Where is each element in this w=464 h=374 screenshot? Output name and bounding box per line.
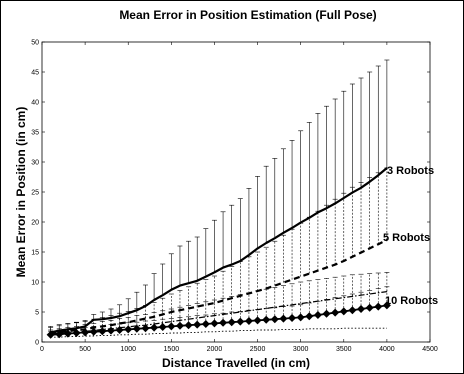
y-tick-label: 5 [35, 310, 39, 317]
lower-dotted-line [50, 327, 387, 338]
diamond-marker [279, 314, 288, 323]
diamond-marker [81, 328, 90, 337]
series-line-1 [50, 239, 388, 335]
diamond-marker [210, 319, 219, 328]
y-tick-label: 20 [31, 220, 39, 227]
diamond-marker [365, 303, 374, 312]
diamond-marker [63, 329, 72, 338]
x-tick-label: 1500 [164, 346, 180, 353]
error-bars [48, 59, 390, 335]
series-line-3 [50, 304, 388, 336]
diamond-marker [339, 307, 348, 316]
diamond-marker [115, 326, 124, 334]
diamond-marker [357, 305, 366, 313]
y-tick-label: 10 [31, 280, 39, 287]
y-tick-label: 40 [31, 100, 39, 107]
diamond-marker [193, 320, 202, 329]
diamond-marker [227, 318, 236, 327]
diamond-marker [55, 330, 64, 339]
plot-area [41, 41, 431, 343]
diamond-marker [201, 320, 210, 328]
diamond-marker [236, 317, 245, 326]
diamond-marker [167, 322, 176, 331]
y-tick-label: 45 [31, 70, 39, 77]
diamond-marker [253, 316, 262, 325]
axis-ticks: 0 500 1000 1500 2000 2500 3000 3500 4000 4500 0 5 10… [31, 40, 438, 354]
series-line-0 [50, 167, 388, 334]
diamond-marker [262, 315, 271, 324]
x-tick-label: 4500 [422, 346, 438, 353]
x-tick-label: 3500 [336, 346, 352, 353]
x-tick-label: 500 [79, 346, 91, 353]
diamond-marker [141, 324, 150, 333]
x-axis-label: Distance Travelled (in cm) [162, 356, 310, 370]
diamond-marker [175, 321, 184, 330]
x-tick-label: 2000 [207, 346, 223, 353]
x-tick-label: 0 [40, 346, 44, 353]
diamond-marker [348, 306, 357, 315]
diamond-marker [382, 301, 391, 310]
diamond-marker [72, 329, 81, 337]
series-label-10-robots: 10 Robots [385, 295, 438, 307]
diamond-marker [244, 317, 253, 325]
diamond-marker [374, 302, 383, 311]
y-tick-label: 30 [31, 160, 39, 167]
diamond-marker [219, 318, 228, 327]
diamond-marker [132, 324, 141, 333]
x-tick-label: 2500 [250, 346, 266, 353]
x-tick-label: 4000 [379, 346, 395, 353]
series-label-3-robots: 3 Robots [387, 165, 434, 177]
series-label-5-robots: 5 Robots [383, 232, 430, 244]
y-tick-label: 15 [31, 250, 39, 257]
series-line-2 [50, 291, 387, 335]
y-tick-label: 35 [31, 130, 39, 137]
series-lines [50, 167, 388, 338]
diamond-marker [158, 323, 167, 331]
y-tick-label: 25 [31, 190, 39, 197]
diamond-marker [98, 327, 107, 336]
y-tick-label: 0 [35, 340, 39, 347]
series-markers [46, 301, 391, 339]
chart-title: Mean Error in Position Estimation (Full … [119, 8, 376, 22]
diamond-marker [124, 325, 133, 334]
y-tick-label: 50 [31, 40, 39, 47]
diamond-marker [270, 315, 279, 324]
diamond-marker [106, 326, 115, 335]
diamond-marker [331, 308, 340, 317]
x-tick-label: 3000 [293, 346, 309, 353]
diamond-marker [296, 313, 305, 322]
diamond-marker [184, 321, 193, 330]
diamond-marker [89, 327, 98, 336]
diamond-marker [322, 309, 331, 318]
y-axis-label: Mean Error in Position (in cm) [14, 107, 28, 278]
diamond-marker [305, 312, 314, 321]
diamond-marker [150, 323, 159, 332]
x-tick-label: 1000 [120, 346, 136, 353]
diamond-marker [313, 311, 322, 319]
diamond-marker [46, 330, 55, 339]
diamond-marker [288, 314, 297, 322]
